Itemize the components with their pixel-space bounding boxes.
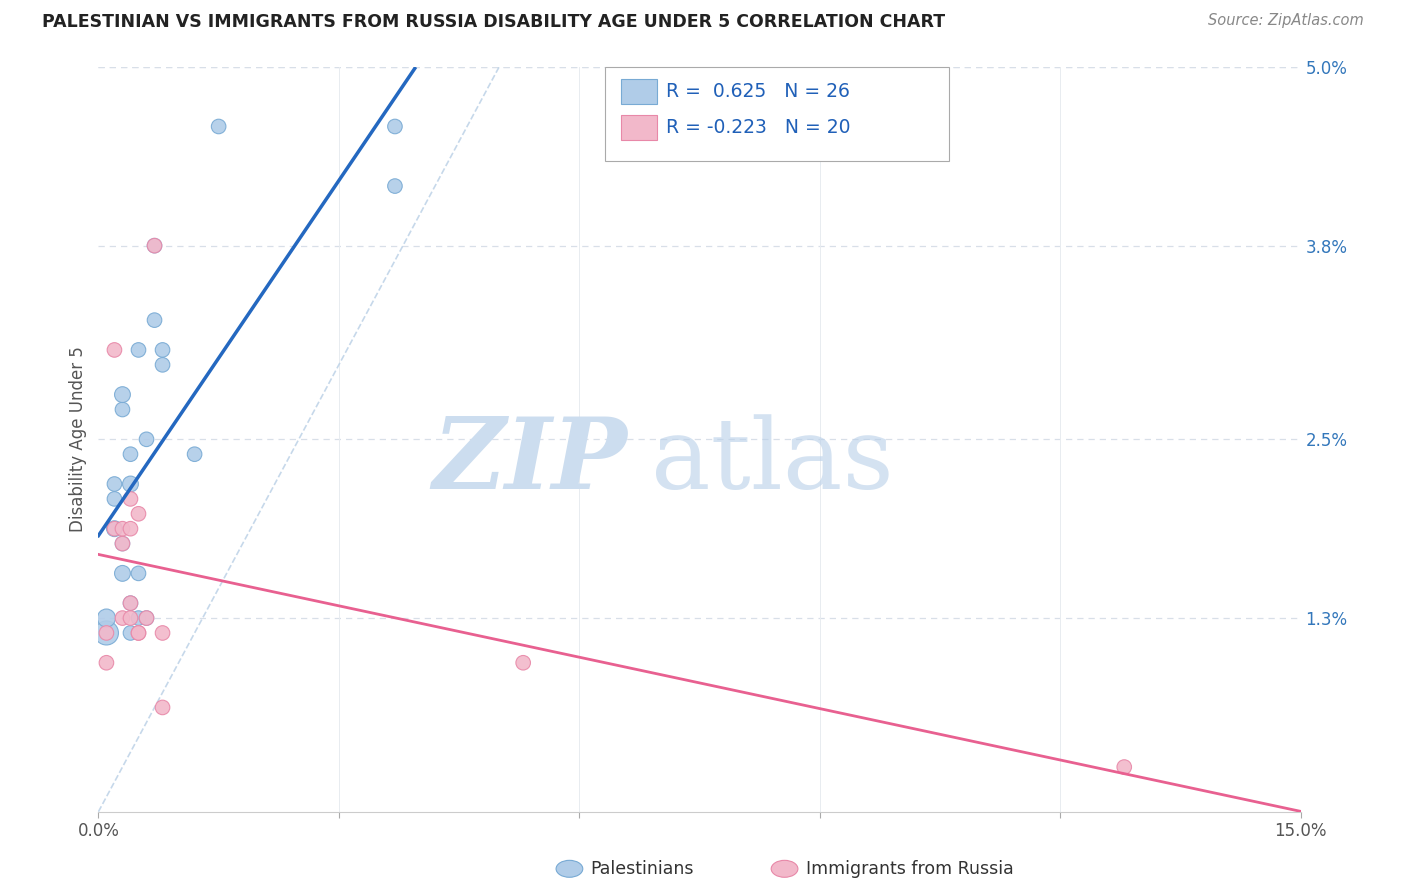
Point (128, 611, 150, 625)
Point (96, 656, 118, 670)
Text: ZIP: ZIP (433, 413, 627, 510)
Point (143, 238, 166, 252)
Point (103, 343, 125, 357)
Text: atlas: atlas (651, 414, 894, 509)
Point (120, 611, 142, 625)
Text: PALESTINIAN VS IMMIGRANTS FROM RUSSIA DISABILITY AGE UNDER 5 CORRELATION CHART: PALESTINIAN VS IMMIGRANTS FROM RUSSIA DI… (42, 13, 945, 31)
Text: Immigrants from Russia: Immigrants from Russia (806, 860, 1014, 878)
Point (120, 596, 142, 610)
Point (152, 343, 174, 357)
Point (384, 179, 406, 194)
Point (120, 447, 142, 461)
Point (120, 491, 142, 506)
Point (1114, 760, 1136, 774)
Point (96, 626, 118, 640)
Point (128, 507, 150, 521)
Point (111, 402, 134, 417)
Point (111, 566, 134, 581)
Point (208, 120, 231, 134)
Point (120, 596, 142, 610)
Point (120, 477, 142, 491)
Point (143, 313, 166, 327)
Point (120, 626, 142, 640)
Point (103, 477, 125, 491)
Text: R =  0.625   N = 26: R = 0.625 N = 26 (666, 82, 851, 102)
Point (183, 447, 205, 461)
Text: Source: ZipAtlas.com: Source: ZipAtlas.com (1208, 13, 1364, 29)
Y-axis label: Disability Age Under 5: Disability Age Under 5 (69, 346, 87, 533)
Point (120, 522, 142, 536)
Point (96, 611, 118, 625)
Point (128, 626, 150, 640)
Point (103, 522, 125, 536)
Point (111, 387, 134, 401)
Text: Palestinians: Palestinians (591, 860, 695, 878)
Point (135, 611, 157, 625)
Text: R = -0.223   N = 20: R = -0.223 N = 20 (666, 118, 851, 137)
Point (103, 491, 125, 506)
Point (111, 522, 134, 536)
Point (128, 566, 150, 581)
Point (512, 656, 534, 670)
Point (111, 536, 134, 550)
Point (135, 433, 157, 447)
Point (135, 611, 157, 625)
Point (128, 343, 150, 357)
Point (384, 120, 406, 134)
Point (96, 626, 118, 640)
Point (152, 358, 174, 372)
Point (128, 626, 150, 640)
Point (103, 522, 125, 536)
Point (143, 238, 166, 252)
Point (111, 536, 134, 550)
Point (152, 700, 174, 714)
Point (152, 626, 174, 640)
Point (111, 611, 134, 625)
